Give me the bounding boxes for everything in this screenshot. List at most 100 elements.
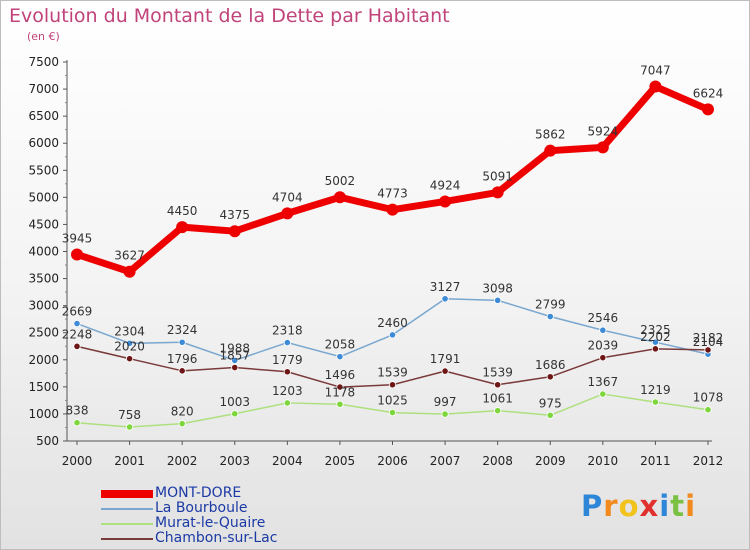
data-point — [494, 381, 502, 389]
y-tick-label: 7500 — [28, 55, 59, 69]
data-label: 1779 — [272, 353, 303, 367]
data-point — [281, 207, 294, 220]
data-label: 2020 — [114, 340, 145, 354]
data-point — [231, 363, 239, 372]
data-label: 2202 — [640, 330, 671, 344]
legend-item: La Bourboule — [101, 500, 401, 516]
logo-letter: i — [659, 489, 671, 523]
data-label: 1796 — [167, 352, 198, 366]
proxiti-logo: Proxiti — [581, 489, 696, 523]
data-point — [283, 338, 291, 347]
data-point — [73, 319, 81, 328]
data-label: 2058 — [325, 338, 356, 352]
legend-swatch — [101, 489, 153, 498]
data-label: 2460 — [377, 316, 408, 330]
data-point — [441, 295, 449, 303]
data-label: 1003 — [219, 395, 250, 409]
data-point — [599, 354, 607, 362]
data-label: 6624 — [693, 86, 724, 100]
data-point — [651, 398, 660, 406]
data-point — [544, 144, 557, 157]
x-tick-label: 2012 — [693, 454, 724, 468]
data-label: 2799 — [535, 298, 566, 312]
y-tick-label: 5000 — [28, 190, 59, 204]
x-tick-label: 2003 — [219, 454, 250, 468]
legend-label: La Bourboule — [155, 500, 248, 516]
data-label: 2324 — [167, 323, 198, 337]
data-label: 2304 — [114, 324, 145, 338]
data-point — [649, 80, 662, 93]
data-label: 4450 — [167, 204, 198, 218]
data-point — [441, 410, 449, 418]
data-label: 2669 — [62, 305, 93, 319]
data-label: 1061 — [482, 392, 513, 406]
data-label: 4773 — [377, 187, 408, 201]
data-label: 975 — [539, 396, 562, 410]
logo-letter: o — [618, 489, 640, 523]
data-label: 5924 — [588, 124, 619, 138]
x-tick-label: 2002 — [167, 454, 198, 468]
y-tick-label: 7000 — [28, 82, 59, 96]
logo-letter: r — [603, 489, 619, 523]
data-label: 4375 — [219, 208, 250, 222]
data-label: 838 — [66, 404, 89, 418]
chart-unit-label: (en €) — [27, 30, 60, 43]
data-point — [71, 248, 83, 261]
y-tick-label: 3500 — [28, 272, 59, 286]
legend-item: Murat-le-Quaire — [101, 515, 401, 531]
data-point — [546, 312, 554, 321]
y-tick-label: 6500 — [28, 109, 59, 123]
data-label: 1539 — [482, 366, 513, 380]
data-point — [704, 406, 712, 414]
data-label: 3945 — [62, 231, 93, 245]
legend-swatch — [101, 537, 153, 540]
x-tick-label: 2011 — [640, 454, 671, 468]
data-label: 758 — [118, 408, 141, 422]
data-label: 1791 — [430, 352, 461, 366]
x-tick-label: 2005 — [325, 454, 356, 468]
data-label: 1078 — [693, 391, 724, 405]
data-point — [491, 186, 504, 199]
data-label: 1178 — [325, 385, 356, 399]
data-point — [441, 367, 449, 375]
chart-legend: MONT-DORE La Bourboule Murat-le-Quaire Cham… — [101, 485, 401, 546]
data-label: 1539 — [377, 366, 408, 380]
data-point — [494, 296, 502, 304]
x-tick-label: 2001 — [114, 454, 145, 468]
y-tick-label: 3000 — [28, 299, 59, 313]
y-tick-label: 6000 — [28, 136, 59, 150]
data-label: 4704 — [272, 190, 303, 204]
logo-letter: x — [639, 489, 660, 523]
y-tick-label: 4500 — [28, 217, 59, 231]
y-tick-label: 4000 — [28, 245, 59, 259]
legend-item: MONT-DORE — [101, 485, 401, 501]
data-point — [386, 203, 399, 216]
data-label: 5091 — [482, 169, 513, 183]
data-point — [336, 383, 344, 391]
data-point — [283, 368, 291, 376]
data-label: 2039 — [588, 339, 619, 353]
legend-label: MONT-DORE — [155, 485, 242, 501]
data-point — [176, 221, 189, 234]
data-point — [388, 408, 397, 417]
data-label: 3098 — [482, 281, 513, 295]
y-tick-label: 5500 — [28, 163, 59, 177]
x-tick-label: 2006 — [377, 454, 408, 468]
x-tick-label: 2007 — [430, 454, 461, 468]
data-label: 2104 — [693, 335, 724, 349]
data-point — [333, 191, 346, 204]
data-point — [388, 381, 397, 389]
x-tick-label: 2010 — [588, 454, 619, 468]
data-label: 2318 — [272, 324, 303, 338]
legend-swatch — [101, 522, 153, 525]
data-point — [123, 265, 136, 278]
data-point — [439, 195, 452, 208]
data-point — [596, 141, 609, 154]
data-label: 997 — [434, 395, 457, 409]
data-point — [231, 356, 239, 365]
logo-letter: P — [581, 489, 604, 523]
data-label: 2182 — [693, 331, 724, 345]
x-tick-label: 2009 — [535, 454, 566, 468]
